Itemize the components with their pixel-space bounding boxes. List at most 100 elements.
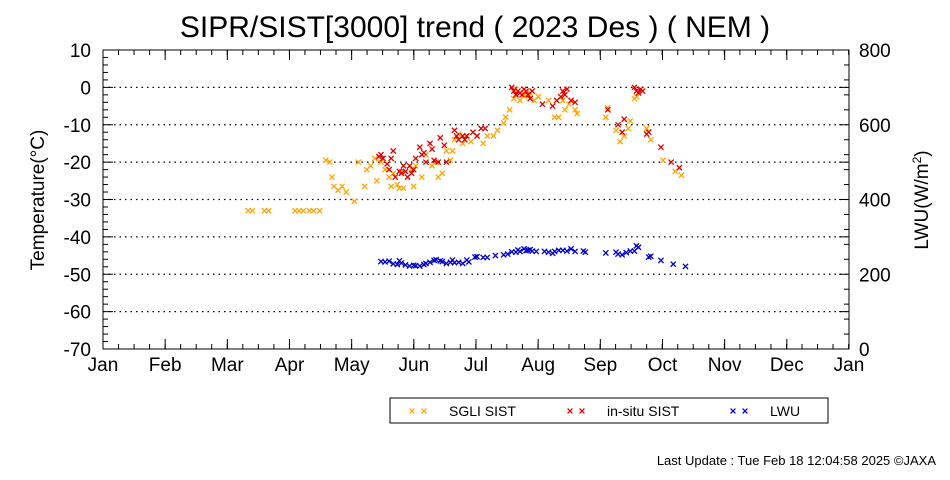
data-point [504, 251, 511, 258]
data-point [492, 252, 499, 259]
data-point [621, 116, 628, 123]
data-point [480, 140, 487, 147]
data-point [355, 159, 362, 166]
data-point [510, 95, 517, 102]
x-tick-label: Mar [211, 355, 244, 376]
data-point [377, 159, 385, 166]
data-point [516, 248, 524, 255]
data-point [512, 91, 519, 98]
series-in-situ-sist [375, 84, 683, 181]
x-axis-ticks: Jan Feb Mar Apr May Jun Jul Aug Sep Oct Nov Dec Jan [88, 50, 865, 376]
data-point [482, 125, 489, 132]
data-point [473, 253, 481, 260]
data-point [527, 95, 534, 102]
data-point [316, 207, 323, 214]
data-point [627, 117, 634, 125]
data-points [245, 84, 689, 270]
data-point [471, 253, 479, 261]
x-tick-label: Jul [464, 355, 488, 376]
data-point [506, 106, 513, 113]
data-point [643, 125, 650, 132]
data-point [567, 97, 575, 104]
legend-marker [742, 408, 748, 414]
axes [102, 49, 850, 350]
y-tick-label: 10 [70, 41, 91, 62]
data-point [431, 157, 438, 164]
data-point [412, 155, 419, 162]
y2-tick-label: 0 [859, 340, 870, 361]
x-tick-label: Jan [834, 355, 865, 376]
x-tick-label: Nov [708, 355, 742, 376]
data-point [572, 99, 579, 106]
data-point [386, 258, 393, 265]
data-point [249, 207, 256, 214]
data-point [533, 248, 540, 255]
data-point [559, 88, 566, 95]
data-point [439, 258, 446, 265]
data-point [426, 140, 434, 147]
plot-frame [102, 49, 850, 350]
y2-tick-label: 200 [859, 265, 891, 286]
data-point [625, 125, 632, 132]
x-tick-label: Sep [583, 355, 617, 376]
data-point [326, 159, 333, 166]
data-point [563, 86, 571, 93]
data-point [373, 177, 380, 184]
data-point [484, 254, 491, 261]
data-point [484, 132, 491, 140]
data-point [441, 142, 448, 149]
data-point [623, 249, 630, 256]
data-point [394, 261, 401, 268]
data-point [561, 106, 568, 113]
y2-tick-label: 800 [859, 41, 891, 62]
data-point [545, 249, 552, 256]
data-point [604, 104, 611, 111]
data-point [377, 151, 385, 158]
data-point [614, 121, 622, 128]
data-point [416, 144, 423, 151]
data-point [516, 97, 524, 104]
data-point [455, 259, 462, 266]
data-point [422, 159, 429, 166]
data-point [465, 258, 472, 265]
data-point [645, 129, 652, 136]
data-point [451, 127, 458, 134]
y-tick-label: -20 [64, 153, 91, 174]
y-axis-left-ticks: 10 0 -10 -20 -30 -40 -50 -60 -70 [64, 41, 849, 361]
data-point [410, 262, 417, 269]
data-point [574, 110, 581, 117]
data-point [463, 132, 470, 140]
data-point [604, 106, 611, 113]
x-tick-label: Dec [770, 355, 804, 376]
data-point [647, 253, 654, 260]
data-point [388, 183, 395, 190]
data-point [678, 172, 685, 179]
y-tick-label: 0 [80, 78, 91, 99]
data-point [535, 93, 542, 100]
data-point [386, 166, 393, 173]
x-tick-label: Feb [149, 355, 182, 376]
data-point [657, 144, 665, 151]
legend-label: SGLI SIST [449, 403, 516, 419]
data-point [361, 183, 368, 190]
data-point [310, 207, 317, 214]
data-point [551, 248, 558, 255]
y-axis-right-label: LWU(W/m2) [910, 150, 933, 249]
x-tick-label: May [334, 355, 370, 376]
data-point [443, 159, 450, 166]
data-point [631, 84, 638, 91]
legend-marker [579, 408, 585, 414]
y-tick-label: -40 [64, 228, 91, 249]
data-point [400, 185, 407, 192]
data-point [659, 157, 667, 164]
data-point [617, 138, 624, 145]
data-point [635, 244, 642, 251]
data-point [398, 170, 405, 177]
data-point [682, 263, 689, 270]
data-point [447, 157, 454, 164]
data-point [433, 256, 440, 263]
data-point [572, 106, 579, 113]
data-point [494, 127, 501, 134]
x-tick-label: Jun [399, 355, 430, 376]
